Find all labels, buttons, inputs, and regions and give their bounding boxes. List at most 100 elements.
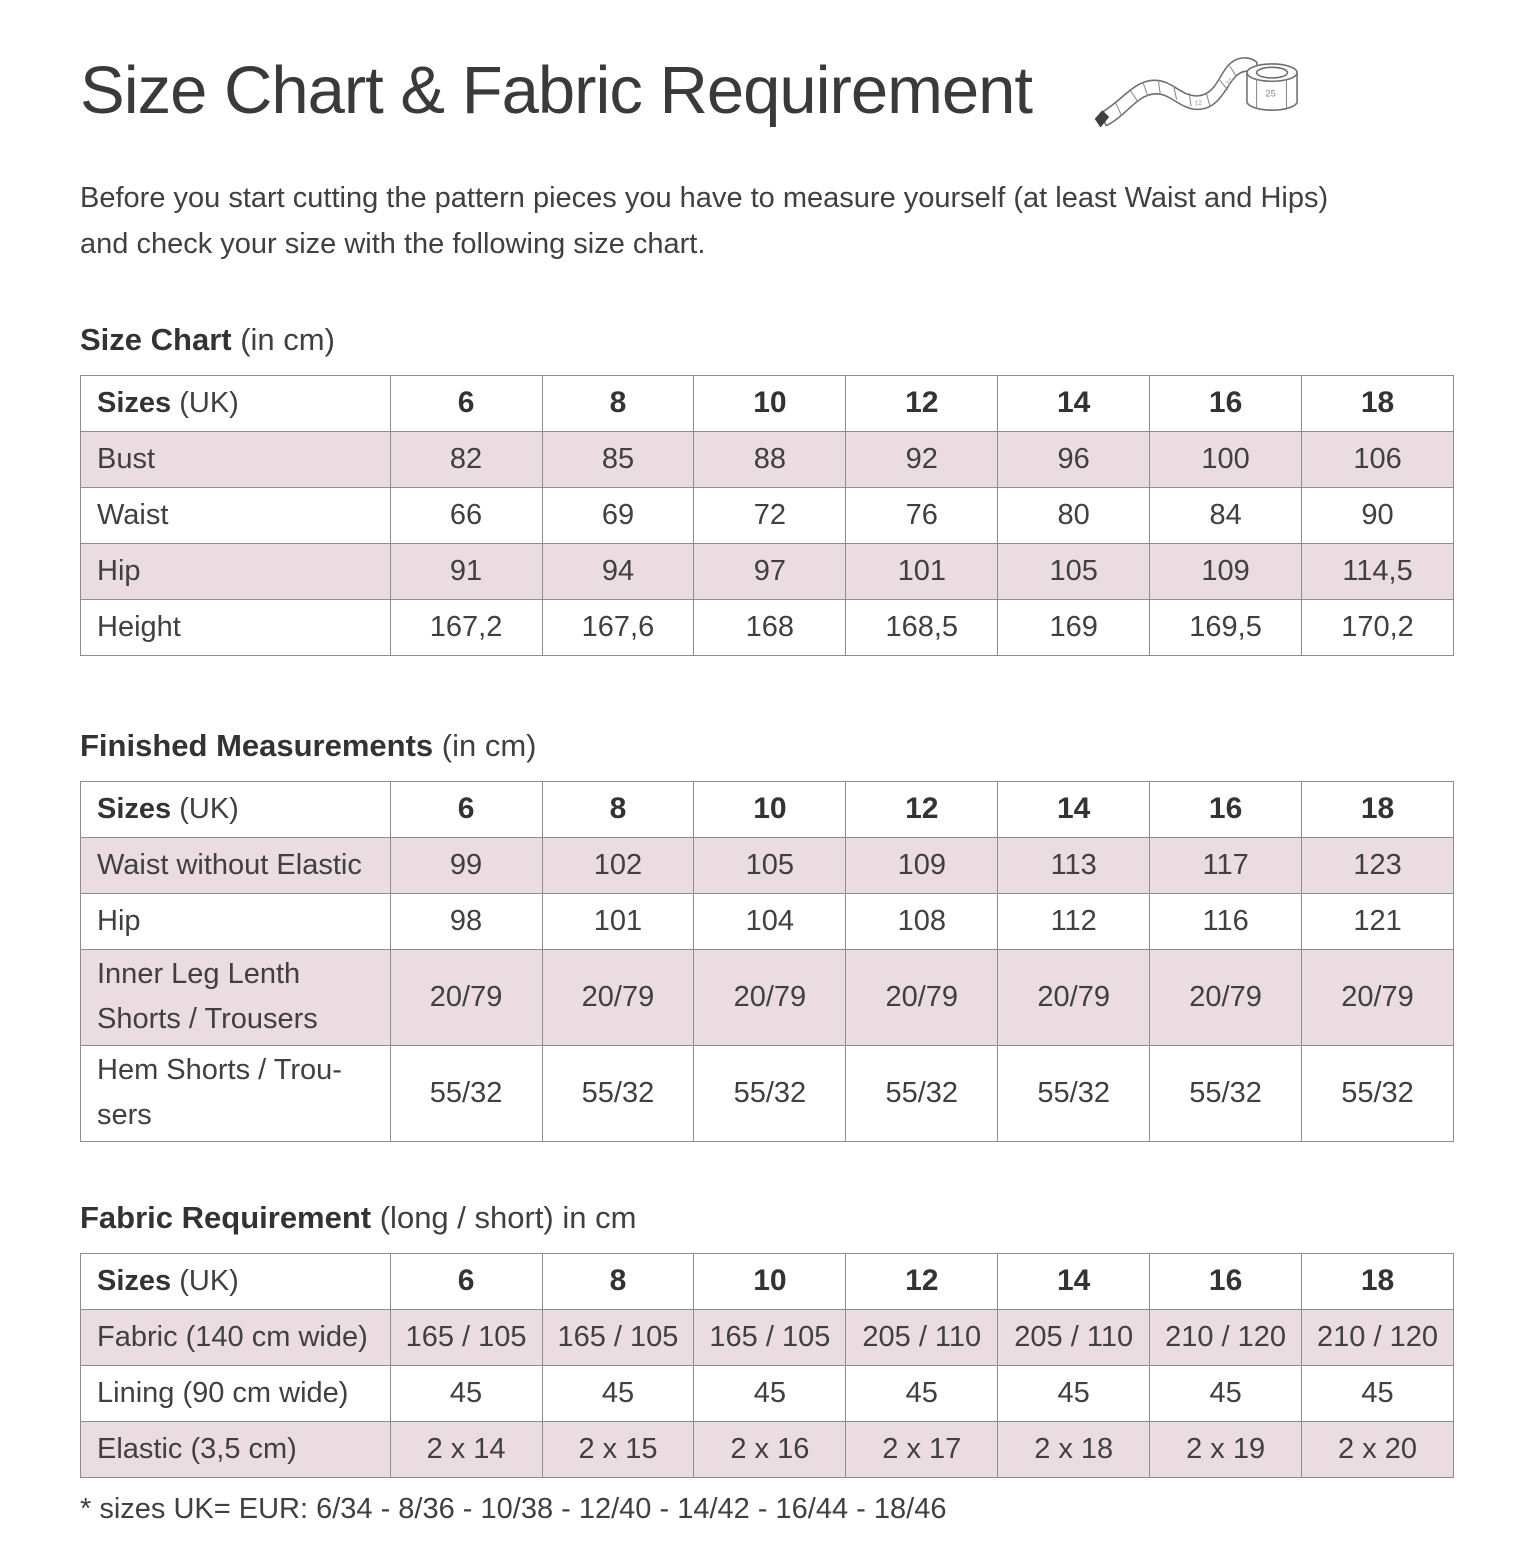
measurement-cell: 2 x 17 (845, 1420, 999, 1478)
measurement-cell: 108 (845, 892, 999, 950)
size-column-header: 8 (541, 374, 695, 432)
measurement-cell: 84 (1149, 486, 1303, 544)
measurement-cell: 66 (389, 486, 543, 544)
measurement-cell: 2 x 14 (389, 1420, 543, 1478)
measurement-cell: 105 (693, 836, 847, 894)
measurement-cell: 92 (845, 430, 999, 488)
measurement-cell: 55/32 (389, 1044, 543, 1142)
measurement-cell: 20/79 (845, 948, 999, 1046)
row-label: Hem Shorts / Trou- sers (80, 1044, 391, 1142)
measurement-cell: 170,2 (1301, 598, 1454, 656)
measurement-cell: 168,5 (845, 598, 999, 656)
size-chart-table: Sizes (UK) 6 8 10 12 14 16 18 Bust 82 85 88 92 96 100 1… (80, 374, 1454, 656)
table-corner-label: Sizes (UK) (80, 780, 391, 838)
measurement-cell: 2 x 20 (1301, 1420, 1454, 1478)
measurement-cell: 45 (541, 1364, 695, 1422)
measurement-cell: 80 (997, 486, 1151, 544)
table-corner-label: Sizes (UK) (80, 1252, 391, 1310)
fabric-requirement-heading: Fabric Requirement (long / short) in cm (80, 1200, 1458, 1236)
measurement-cell: 91 (389, 542, 543, 600)
size-column-header: 6 (389, 374, 543, 432)
measurement-cell: 55/32 (693, 1044, 847, 1142)
measurement-cell: 97 (693, 542, 847, 600)
measurement-cell: 90 (1301, 486, 1454, 544)
size-column-header: 6 (389, 780, 543, 838)
row-label: Bust (80, 430, 391, 488)
measurement-cell: 121 (1301, 892, 1454, 950)
measurement-cell: 2 x 15 (541, 1420, 695, 1478)
size-column-header: 10 (693, 374, 847, 432)
svg-text:12: 12 (1194, 100, 1202, 108)
finished-measurements-heading: Finished Measurements (in cm) (80, 728, 1458, 764)
measurement-cell: 20/79 (541, 948, 695, 1046)
size-column-header: 8 (541, 1252, 695, 1310)
measurement-cell: 88 (693, 430, 847, 488)
size-column-header: 14 (997, 1252, 1151, 1310)
measurement-cell: 69 (541, 486, 695, 544)
measurement-cell: 205 / 110 (845, 1308, 999, 1366)
measurement-cell: 45 (389, 1364, 543, 1422)
size-column-header: 10 (693, 780, 847, 838)
measurement-cell: 20/79 (997, 948, 1151, 1046)
measurement-cell: 45 (1149, 1364, 1303, 1422)
measurement-cell: 76 (845, 486, 999, 544)
row-label: Inner Leg Lenth Shorts / Trousers (80, 948, 391, 1046)
measurement-cell: 165 / 105 (693, 1308, 847, 1366)
size-column-header: 16 (1149, 374, 1303, 432)
size-column-header: 12 (845, 374, 999, 432)
measurement-cell: 113 (997, 836, 1151, 894)
table-row: Waist 66 69 72 76 80 84 90 (80, 486, 1454, 544)
table-row: Bust 82 85 88 92 96 100 106 (80, 430, 1454, 488)
size-column-header: 10 (693, 1252, 847, 1310)
size-column-header: 16 (1149, 1252, 1303, 1310)
title-row: Size Chart & Fabric Requirement 12 24 25 (80, 38, 1458, 142)
measurement-cell: 109 (845, 836, 999, 894)
measurement-cell: 98 (389, 892, 543, 950)
measurement-cell: 100 (1149, 430, 1303, 488)
measurement-cell: 45 (1301, 1364, 1454, 1422)
svg-text:24: 24 (1225, 77, 1235, 87)
table-row: Lining (90 cm wide) 45 45 45 45 45 45 45 (80, 1364, 1454, 1422)
fabric-requirement-table: Sizes (UK) 6 8 10 12 14 16 18 Fabric (140 cm wi… (80, 1252, 1454, 1478)
heading-regular-text: (in cm) (433, 727, 537, 763)
page-title: Size Chart & Fabric Requirement (80, 52, 1033, 128)
size-column-header: 6 (389, 1252, 543, 1310)
heading-regular-text: (in cm) (231, 321, 335, 357)
measurement-cell: 96 (997, 430, 1151, 488)
sizes-label-rest: (UK) (171, 1264, 239, 1297)
table-header-row: Sizes (UK) 6 8 10 12 14 16 18 (80, 374, 1454, 432)
measurement-cell: 85 (541, 430, 695, 488)
heading-bold-text: Fabric Requirement (80, 1199, 372, 1235)
measurement-cell: 169,5 (1149, 598, 1303, 656)
measurement-cell: 168 (693, 598, 847, 656)
size-column-header: 18 (1301, 780, 1454, 838)
table-row: Hem Shorts / Trou- sers 55/32 55/32 55/32 55… (80, 1044, 1454, 1142)
table-header-row: Sizes (UK) 6 8 10 12 14 16 18 (80, 1252, 1454, 1310)
table-corner-label: Sizes (UK) (80, 374, 391, 432)
measurement-cell: 55/32 (1301, 1044, 1454, 1142)
measurement-cell: 169 (997, 598, 1151, 656)
measurement-cell: 104 (693, 892, 847, 950)
measurement-cell: 20/79 (389, 948, 543, 1046)
size-column-header: 18 (1301, 374, 1454, 432)
document-page: Size Chart & Fabric Requirement 12 24 25 (80, 38, 1458, 1525)
table-row: Height 167,2 167,6 168 168,5 169 169,5 170,2 (80, 598, 1454, 656)
table-row: Hip 98 101 104 108 112 116 121 (80, 892, 1454, 950)
sizes-label-bold: Sizes (97, 1264, 172, 1297)
measurement-cell: 55/32 (997, 1044, 1151, 1142)
row-label: Lining (90 cm wide) (80, 1364, 391, 1422)
measurement-cell: 55/32 (541, 1044, 695, 1142)
table-row: Inner Leg Lenth Shorts / Trousers 20/79 20… (80, 948, 1454, 1046)
row-label: Hip (80, 892, 391, 950)
measurement-cell: 2 x 18 (997, 1420, 1151, 1478)
sizes-label-rest: (UK) (171, 386, 239, 419)
table-row: Waist without Elastic 99 102 105 109 113 117 12… (80, 836, 1454, 894)
row-label: Waist without Elastic (80, 836, 391, 894)
sizes-label-bold: Sizes (97, 386, 172, 419)
measurement-cell: 2 x 19 (1149, 1420, 1303, 1478)
row-label: Hip (80, 542, 391, 600)
measurement-cell: 82 (389, 430, 543, 488)
heading-bold-text: Size Chart (80, 321, 232, 357)
row-label: Height (80, 598, 391, 656)
measurement-cell: 165 / 105 (389, 1308, 543, 1366)
